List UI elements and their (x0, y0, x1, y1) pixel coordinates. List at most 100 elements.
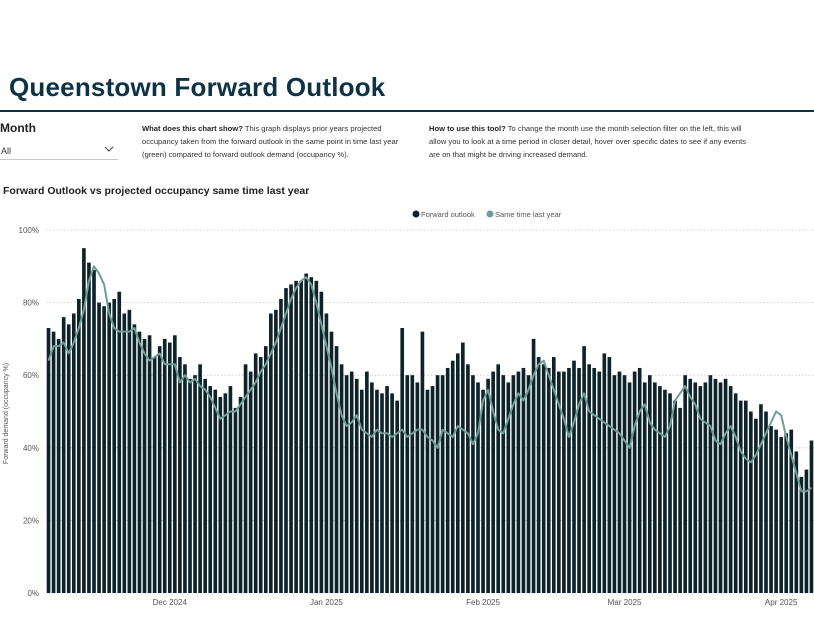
chart-description-heading: What does this chart show? (142, 124, 243, 133)
bar-forward-outlook (759, 404, 763, 593)
bar-forward-outlook (248, 371, 253, 593)
bar-forward-outlook (178, 357, 182, 593)
bar-forward-outlook (344, 375, 349, 593)
bar-forward-outlook (365, 371, 369, 593)
bar-forward-outlook (97, 302, 101, 593)
bar-forward-outlook (162, 338, 167, 593)
bar-forward-outlook (66, 324, 71, 593)
bar-forward-outlook (445, 367, 450, 593)
bar-forward-outlook (738, 400, 743, 593)
x-tick-label: Dec 2024 (153, 598, 188, 607)
y-tick-label: 80% (23, 299, 39, 308)
month-filter-label: Month (0, 121, 36, 135)
bar-forward-outlook (647, 375, 652, 593)
title-divider (0, 110, 814, 112)
month-filter-dropdown[interactable]: All (0, 141, 118, 160)
bar-forward-outlook (663, 389, 667, 593)
bar-forward-outlook (531, 338, 536, 593)
bar-forward-outlook (769, 426, 773, 593)
bar-forward-outlook (405, 375, 410, 593)
y-tick-label: 60% (23, 371, 39, 380)
bar-forward-outlook (713, 378, 718, 593)
bar-forward-outlook (516, 371, 521, 593)
bar-forward-outlook (425, 389, 430, 593)
bar-forward-outlook (56, 338, 61, 593)
bar-forward-outlook (173, 335, 177, 593)
y-tick-label: 40% (23, 444, 39, 453)
bar-forward-outlook (152, 357, 157, 593)
bar-forward-outlook (718, 382, 723, 593)
bar-forward-outlook (577, 367, 581, 593)
bar-forward-outlook (658, 386, 662, 593)
bar-forward-outlook (592, 367, 597, 593)
legend-last-year-marker (486, 210, 494, 218)
bar-forward-outlook (476, 382, 480, 593)
bar-forward-outlook (415, 382, 420, 593)
chart-description: What does this chart show? This graph di… (142, 122, 404, 161)
bar-forward-outlook (440, 375, 445, 593)
tool-instructions: How to use this tool? To change the mont… (429, 122, 755, 161)
line-same-time-last-year (47, 265, 813, 493)
bar-forward-outlook (779, 436, 783, 593)
legend-forward-outlook-label: Forward outlook (421, 210, 475, 219)
bar-forward-outlook (764, 411, 768, 593)
y-tick-label: 0% (27, 589, 39, 598)
bar-forward-outlook (319, 291, 324, 593)
bar-forward-outlook (400, 328, 405, 593)
bar-forward-outlook (587, 364, 591, 593)
chart-title: Forward Outlook vs projected occupancy s… (3, 185, 310, 197)
bar-forward-outlook (673, 400, 677, 593)
page-title: Queenstown Forward Outlook (9, 72, 386, 102)
bar-forward-outlook (546, 367, 551, 593)
bar-forward-outlook (238, 396, 243, 593)
bar-forward-outlook (198, 364, 202, 593)
bar-forward-outlook (455, 353, 460, 593)
bar-forward-outlook (218, 396, 223, 593)
bar-forward-outlook (809, 440, 814, 593)
bar-forward-outlook (536, 357, 541, 593)
bar-forward-outlook (774, 429, 778, 593)
y-tick-label: 20% (23, 516, 39, 525)
bar-forward-outlook (743, 400, 748, 593)
bar-forward-outlook (804, 469, 809, 593)
bar-forward-outlook (799, 476, 804, 593)
bar-forward-outlook (678, 407, 682, 593)
legend-forward-outlook-marker (412, 210, 420, 218)
bar-forward-outlook (334, 346, 339, 593)
bar-forward-outlook (572, 360, 576, 593)
bar-forward-outlook (61, 317, 66, 593)
bar-forward-outlook (223, 393, 228, 593)
bar-forward-outlook (117, 291, 122, 593)
bar-forward-outlook (435, 375, 440, 593)
bar-forward-outlook (233, 407, 238, 593)
x-tick-label: Mar 2025 (608, 598, 642, 607)
bar-forward-outlook (147, 335, 152, 593)
bar-forward-outlook (390, 393, 394, 593)
bar-forward-outlook (582, 346, 586, 593)
bar-forward-outlook (395, 400, 399, 593)
bar-forward-outlook (450, 360, 455, 593)
bar-forward-outlook (461, 342, 465, 593)
bar-forward-outlook (193, 375, 197, 593)
bar-forward-outlook (541, 364, 546, 593)
bar-forward-outlook (430, 386, 435, 593)
bar-forward-outlook (551, 357, 556, 593)
bar-forward-outlook (668, 393, 672, 593)
bar-forward-outlook (567, 367, 571, 593)
bar-forward-outlook (501, 375, 506, 593)
bar-forward-outlook (127, 309, 132, 593)
bar-forward-outlook (107, 302, 111, 593)
bar-forward-outlook (167, 342, 172, 593)
bar-forward-outlook (466, 364, 470, 593)
bar-forward-outlook (642, 382, 647, 593)
bar-forward-outlook (708, 375, 713, 593)
bar-forward-outlook (521, 367, 526, 593)
bar-forward-outlook (324, 313, 329, 593)
bar-forward-outlook (486, 378, 490, 593)
bar-forward-outlook (622, 375, 627, 593)
bar-forward-outlook (617, 371, 622, 593)
bar-forward-outlook (279, 298, 283, 593)
bar-forward-outlook (71, 313, 76, 593)
bar-forward-outlook (632, 371, 637, 593)
bar-forward-outlook (253, 353, 258, 593)
